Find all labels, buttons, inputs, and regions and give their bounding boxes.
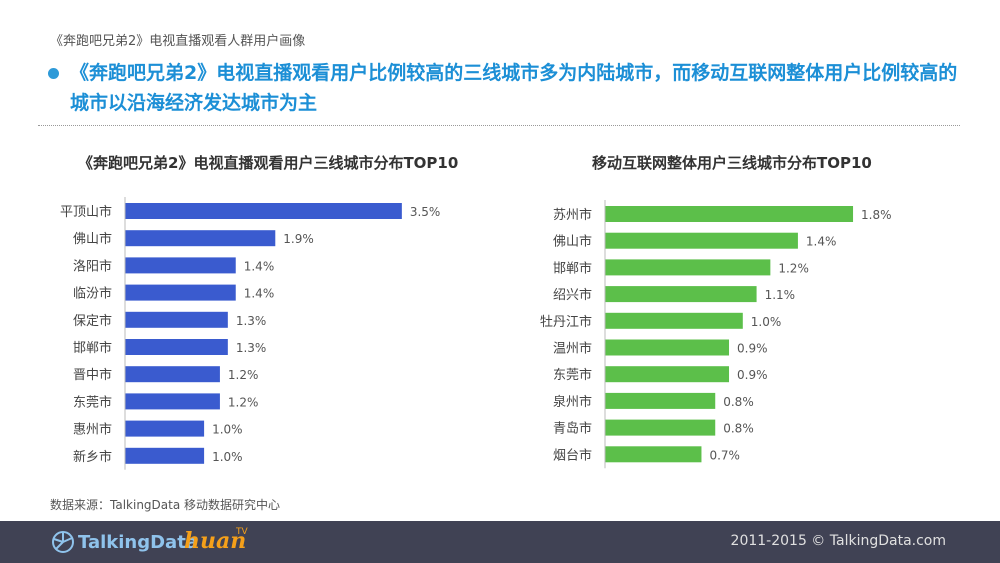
talkingdata-logo-text: TalkingData	[78, 531, 198, 553]
value-label: 3.5%	[410, 205, 441, 219]
value-label: 1.8%	[861, 208, 892, 222]
value-label: 1.2%	[228, 368, 258, 382]
bar	[125, 284, 236, 301]
value-label: 1.2%	[778, 261, 809, 275]
left-bar-chart: 平顶山市 3.5% 佛山市 1.9% 洛阳市 1.4% 临汾市 1.4% 保定市 1.3% 邯郸市 1…	[60, 197, 441, 470]
category-label: 牡丹江市	[540, 314, 592, 330]
bar	[125, 203, 402, 219]
category-label: 东莞市	[553, 367, 592, 383]
value-label: 0.8%	[723, 422, 754, 436]
value-label: 0.9%	[737, 368, 768, 382]
category-label: 绍兴市	[553, 287, 592, 303]
category-label: 晋中市	[73, 367, 112, 383]
bar	[125, 230, 276, 247]
category-label: 东莞市	[73, 394, 112, 410]
bar	[125, 420, 205, 437]
bar	[605, 419, 716, 436]
divider	[38, 125, 960, 126]
value-label: 1.4%	[806, 235, 837, 249]
category-label: 佛山市	[73, 231, 112, 247]
value-label: 1.0%	[212, 423, 243, 437]
category-label: 邯郸市	[73, 340, 112, 356]
page-subtitle: 《奔跑吧兄弟2》电视直播观看人群用户画像	[50, 34, 306, 49]
bar	[125, 257, 236, 274]
value-label: 0.9%	[737, 342, 768, 356]
bullet-dot-icon	[48, 68, 59, 79]
left-chart-title: 《奔跑吧兄弟2》电视直播观看用户三线城市分布TOP10	[78, 154, 459, 172]
bar	[605, 366, 730, 383]
category-label: 青岛市	[553, 421, 592, 437]
category-label: 烟台市	[553, 447, 592, 463]
bar	[125, 393, 220, 410]
right-chart-title: 移动互联网整体用户三线城市分布TOP10	[592, 154, 872, 172]
huan-logo-tv: TV	[236, 527, 248, 537]
bar	[605, 206, 854, 222]
bar	[605, 339, 730, 356]
value-label: 0.7%	[709, 448, 740, 462]
bar	[125, 311, 228, 328]
bar	[125, 366, 220, 383]
bar	[605, 392, 716, 409]
bar	[125, 447, 205, 464]
bar	[605, 312, 743, 329]
category-label: 温州市	[553, 341, 592, 357]
category-label: 佛山市	[553, 234, 592, 250]
talkingdata-logo: TalkingData	[52, 531, 198, 553]
headline: 《奔跑吧兄弟2》电视直播观看用户比例较高的三线城市多为内陆城市，而移动互联网整体…	[70, 62, 958, 114]
category-label: 保定市	[73, 313, 112, 329]
bar	[125, 339, 228, 355]
bar	[605, 232, 798, 249]
copyright: 2011-2015 © TalkingData.com	[730, 533, 946, 549]
value-label: 0.8%	[723, 395, 754, 409]
category-label: 邯郸市	[553, 260, 592, 276]
value-label: 1.9%	[283, 232, 314, 246]
category-label: 惠州市	[73, 422, 112, 438]
value-label: 1.2%	[228, 395, 258, 409]
huan-logo: huan	[184, 528, 247, 554]
bar	[605, 259, 771, 276]
category-label: 平顶山市	[60, 204, 112, 220]
value-label: 1.3%	[236, 314, 267, 328]
category-label: 临汾市	[73, 286, 112, 302]
category-label: 新乡市	[73, 449, 112, 465]
value-label: 1.0%	[212, 450, 243, 464]
right-bar-chart: 苏州市 1.8% 佛山市 1.4% 邯郸市 1.2% 绍兴市 1.1% 牡丹江市 1.0% 温州市 0…	[540, 200, 892, 469]
value-label: 1.0%	[751, 315, 782, 329]
bar	[605, 286, 757, 303]
value-label: 1.4%	[244, 259, 274, 273]
footer-bar: TalkingData huan TV 2011-2015 © TalkingD…	[0, 521, 1000, 563]
value-label: 1.3%	[236, 341, 267, 355]
value-label: 1.4%	[244, 287, 274, 301]
bar	[605, 446, 702, 463]
talkingdata-logo-icon	[52, 531, 74, 553]
value-label: 1.1%	[765, 288, 796, 302]
category-label: 泉州市	[553, 394, 592, 410]
category-label: 苏州市	[553, 207, 592, 223]
data-source-note: 数据来源：TalkingData 移动数据研究中心	[50, 498, 281, 512]
category-label: 洛阳市	[73, 258, 112, 274]
